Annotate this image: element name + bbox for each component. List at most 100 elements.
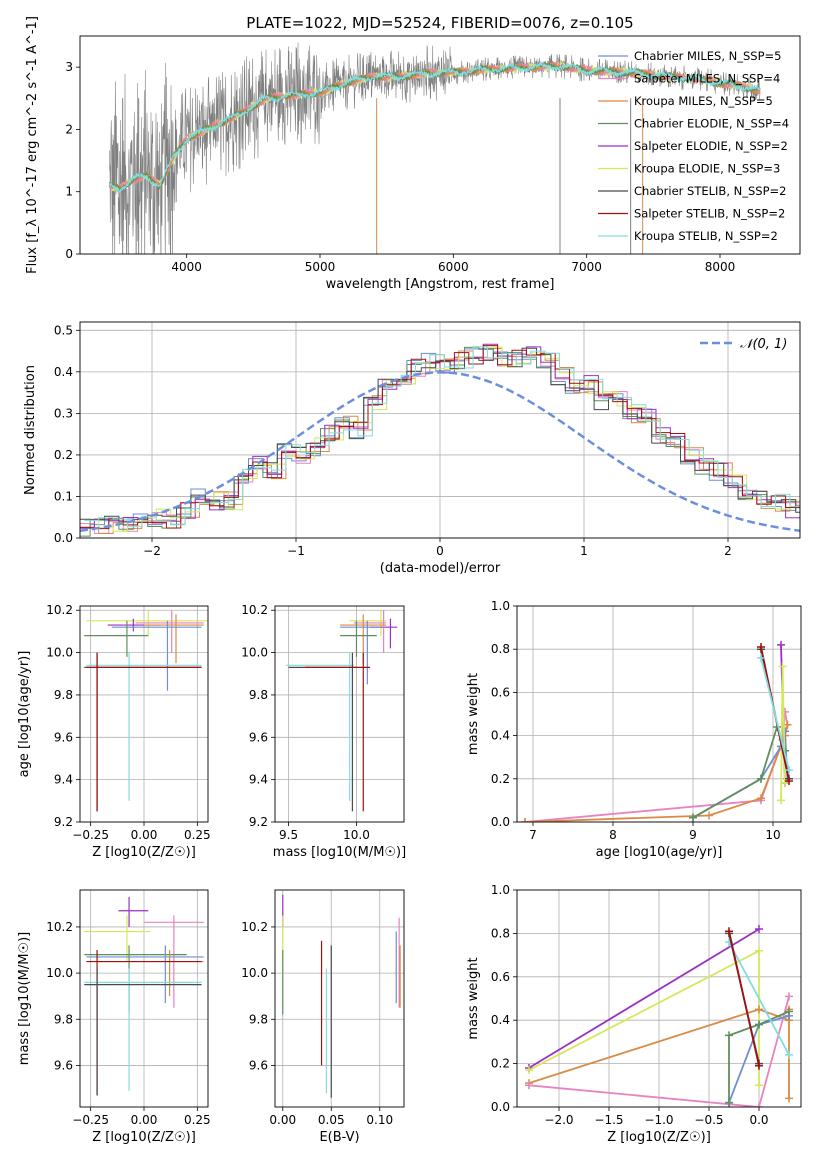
x-tick-label: −1.5: [594, 1113, 623, 1127]
x-tick-label: 0.25: [184, 1113, 211, 1127]
histogram-step-line: [84, 346, 800, 527]
x-tick-label: −2: [143, 544, 161, 558]
legend-label: Chabrier STELIB, N_SSP=2: [634, 184, 786, 198]
y-tick-label: 10.0: [241, 966, 268, 980]
y-tick-label: 9.2: [249, 815, 268, 829]
y-tick-label: 0.6: [491, 685, 510, 699]
x-tick-label: 7000: [571, 260, 602, 274]
weight-marker: [725, 1098, 733, 1107]
weight-marker: [785, 766, 793, 775]
y-tick-label: 10.2: [241, 920, 268, 934]
y-tick-label: 0.0: [491, 815, 510, 829]
y-tick-label: 0.5: [54, 323, 73, 337]
x-tick-label: −0.25: [72, 828, 109, 842]
weight-marker: [521, 818, 529, 822]
y-tick-label: 9.4: [54, 773, 73, 787]
weight-marker: [757, 653, 765, 662]
spectrum-legend: Chabrier MILES, N_SSP=5 Salpeter MILES, N…: [598, 49, 789, 243]
age_vs_Z-points: [84, 610, 208, 812]
weight-marker: [785, 1007, 793, 1016]
y-tick-label: 0.4: [491, 1013, 510, 1027]
weight-marker: [785, 992, 793, 1001]
weight-marker: [777, 640, 785, 649]
model-spectrum-line: [108, 62, 761, 194]
weight-marker: [755, 1081, 763, 1090]
x-tick-label: 0: [436, 544, 444, 558]
weight-line: [728, 931, 760, 1066]
y-tick-label: 10.0: [46, 646, 73, 660]
y-tick-label: 10.2: [46, 603, 73, 617]
y-tick-label: 0.3: [54, 406, 73, 420]
weight-marker: [689, 813, 697, 822]
y-tick-label: 9.8: [249, 688, 268, 702]
x-tick-label: 9: [689, 828, 697, 842]
weight-line: [528, 949, 760, 1086]
x-tick-label: 0.10: [366, 1113, 393, 1127]
residuals-axes: −2 −1 0 1 2 0.0 0.1 0.2 0.3 0.4 0.5 (data-model)/er…: [23, 322, 800, 576]
weight_vs_Z-lines: [525, 925, 793, 1107]
weight-line: [728, 1010, 790, 1103]
y-tick-label: 3: [65, 60, 73, 74]
weight-marker: [725, 1031, 733, 1040]
y-tick-label: 1: [65, 185, 73, 199]
y-tick-label: 0.4: [491, 729, 510, 743]
weight-marker: [785, 1094, 793, 1103]
y-tick-label: 9.8: [54, 688, 73, 702]
age_vs_Z-axes: −0.25 0.00 0.25 9.2 9.4 9.6 9.8 10.0 10.2 Z [log1…: [17, 603, 211, 860]
legend-label: Salpeter STELIB, N_SSP=2: [634, 207, 785, 221]
mass_vs_Z-points: [84, 896, 204, 1096]
age_vs_mass-points: [285, 610, 398, 812]
y-tick-label: 0.2: [491, 1057, 510, 1071]
x-tick-label: 0.0: [749, 1113, 768, 1127]
legend-label: Kroupa MILES, N_SSP=5: [634, 94, 773, 108]
x-tick-label: −1.0: [644, 1113, 673, 1127]
legend-label: Salpeter ELODIE, N_SSP=2: [634, 139, 788, 153]
x-tick-label: 1: [580, 544, 588, 558]
y-tick-label: 9.6: [54, 730, 73, 744]
x-tick-label: 9.5: [279, 828, 298, 842]
weight-line: [524, 711, 789, 822]
weight-marker: [705, 811, 713, 820]
weight_vs_Z-frame: [516, 889, 802, 1108]
residuals-frame: [79, 321, 801, 539]
mass_vs_Z-frame: [79, 889, 209, 1108]
weight-marker: [525, 1081, 533, 1090]
weight-marker: [755, 946, 763, 955]
y-tick-label: 0.6: [491, 970, 510, 984]
y-tick-label: 10.2: [241, 603, 268, 617]
x-axis-label: age [log10(age/yr)]: [596, 845, 723, 860]
x-tick-label: 0.25: [184, 828, 211, 842]
x-axis-label: Z [log10(Z/Z☉)]: [607, 1130, 711, 1145]
weight-line: [728, 941, 790, 1056]
weight_vs_age-frame: [516, 605, 802, 823]
y-tick-label: 0.4: [54, 365, 73, 379]
y-tick-label: 9.2: [54, 815, 73, 829]
mass_vs_Z-axes: −0.25 0.00 0.25 9.6 9.8 10.0 10.2 Z [log10(Z/Z☉…: [17, 890, 211, 1145]
y-tick-label: 0.2: [54, 448, 73, 462]
weight-marker: [757, 643, 765, 652]
weight-marker: [725, 927, 733, 936]
weight-line: [524, 724, 789, 822]
y-axis-label: Flux [f_λ 10^-17 erg cm^-2 s^-1 A^-1]: [25, 16, 40, 274]
histogram-step-line: [80, 347, 800, 522]
age_vs_mass-frame: [274, 605, 405, 823]
weight-line: [760, 657, 790, 771]
y-tick-label: 9.6: [54, 1058, 73, 1072]
y-axis-label: Normed distribution: [23, 365, 38, 495]
weight-marker: [755, 925, 763, 934]
weight-marker: [777, 796, 785, 805]
weight-marker: [525, 1066, 533, 1075]
histogram-step-line: [84, 346, 800, 532]
age_vs_mass-axes: 9.5 10.0 9.2 9.4 9.6 9.8 10.0 10.2 mass [log10(M…: [241, 603, 406, 860]
weight-marker: [755, 1020, 763, 1029]
histogram-step-line: [80, 345, 800, 530]
weight-marker: [785, 1050, 793, 1059]
x-axis-label: Z [log10(Z/Z☉)]: [92, 1130, 196, 1145]
x-tick-label: 8: [609, 828, 617, 842]
legend-label: 𝒩(0, 1): [740, 337, 787, 352]
x-tick-label: −2.0: [544, 1113, 573, 1127]
x-tick-label: 4000: [171, 260, 202, 274]
histogram-step-line: [84, 348, 800, 534]
weight-marker: [783, 720, 792, 729]
